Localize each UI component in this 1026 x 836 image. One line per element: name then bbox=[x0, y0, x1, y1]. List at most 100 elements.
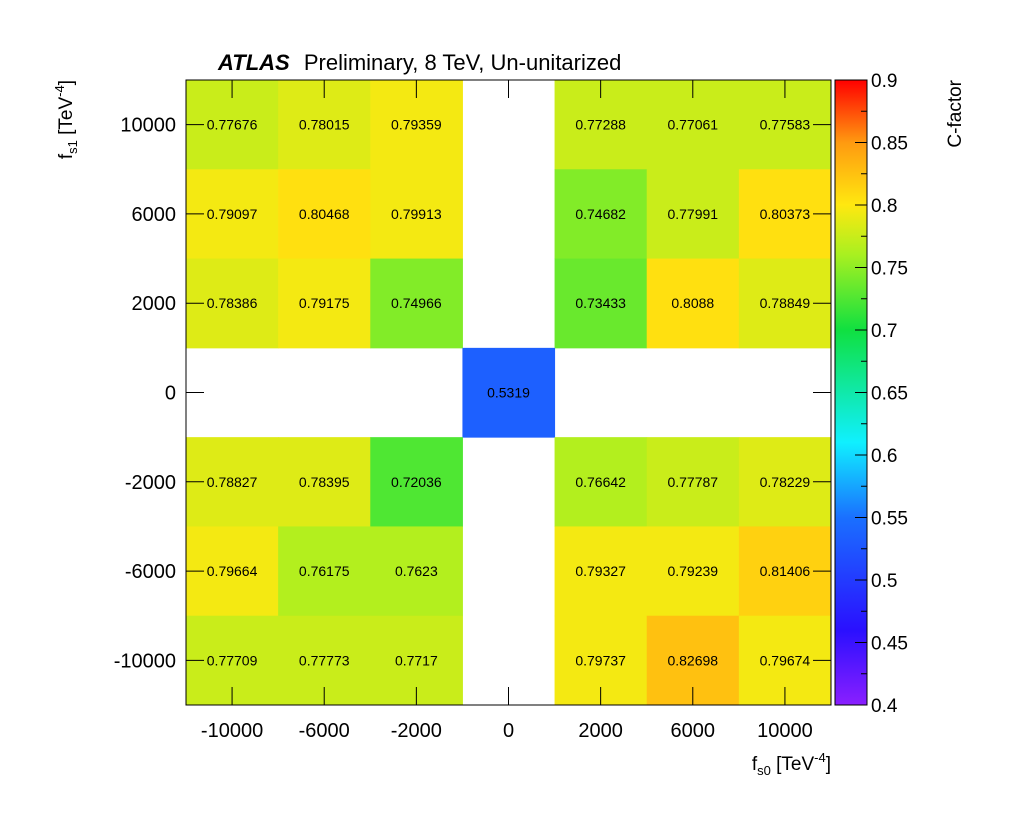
x-tick-label: 2000 bbox=[578, 720, 623, 742]
cell-value-label: 0.77709 bbox=[207, 652, 258, 668]
heatmap-cell bbox=[554, 437, 648, 527]
x-axis-label-sub: s0 bbox=[757, 763, 771, 778]
axis-ticks bbox=[186, 80, 831, 705]
colorbar-tick-label: 0.65 bbox=[871, 384, 908, 405]
heatmap-cell bbox=[646, 437, 740, 527]
colorbar-tick-label: 0.9 bbox=[871, 71, 897, 92]
heatmap-cell bbox=[370, 437, 463, 527]
x-tick-label: -10000 bbox=[201, 720, 263, 742]
cell-value-label: 0.79913 bbox=[391, 206, 442, 222]
heatmap-cell bbox=[554, 169, 648, 260]
colorbar-tick-label: 0.85 bbox=[871, 134, 908, 155]
heatmap-cell bbox=[646, 526, 740, 617]
cell-value-label: 0.77288 bbox=[575, 117, 626, 133]
y-axis-label-unit-open: [TeV bbox=[56, 97, 77, 141]
cell-value-label: 0.78395 bbox=[299, 474, 350, 490]
colorbar-tick-label: 0.5 bbox=[871, 571, 897, 592]
x-tick-labels: -10000 -6000 -2000 0 2000 6000 10000 bbox=[201, 720, 813, 742]
cell-value-label: 0.79175 bbox=[299, 295, 350, 311]
cell-value-label: 0.8088 bbox=[671, 295, 714, 311]
cell-value-label: 0.80468 bbox=[299, 206, 350, 222]
x-tick-label: -6000 bbox=[299, 720, 350, 742]
cell-value-label: 0.77991 bbox=[667, 206, 718, 222]
colorbar-tick-label: 0.8 bbox=[871, 196, 897, 217]
cell-value-label: 0.81406 bbox=[760, 563, 811, 579]
x-axis-label-unit-open: [TeV bbox=[771, 754, 815, 775]
y-axis-label: fs1 [TeV-4] bbox=[52, 80, 80, 159]
cell-value-label: 0.5319 bbox=[487, 385, 530, 401]
x-tick-label: 6000 bbox=[671, 720, 716, 742]
heatmap-cell bbox=[554, 526, 648, 617]
cell-value-label: 0.77773 bbox=[299, 652, 350, 668]
x-axis-label-main: f bbox=[752, 754, 758, 775]
cell-value-label: 0.77583 bbox=[760, 117, 811, 133]
y-tick-label: -2000 bbox=[125, 472, 176, 494]
cell-value-label: 0.79664 bbox=[207, 563, 258, 579]
heatmap-cell bbox=[278, 169, 371, 260]
y-tick-labels: 10000 6000 2000 0 -2000 -6000 -10000 bbox=[114, 115, 176, 673]
colorbar-tick-label: 0.55 bbox=[871, 509, 908, 530]
y-tick-label: 6000 bbox=[132, 204, 177, 226]
cell-value-label: 0.79097 bbox=[207, 206, 258, 222]
cell-value-label: 0.79674 bbox=[760, 652, 811, 668]
heatmap-cell bbox=[370, 169, 463, 260]
cell-value-label: 0.72036 bbox=[391, 474, 442, 490]
cell-value-label: 0.77676 bbox=[207, 117, 258, 133]
cell-value-label: 0.76175 bbox=[299, 563, 350, 579]
colorbar-tick-label: 0.75 bbox=[871, 259, 908, 280]
cell-value-label: 0.78015 bbox=[299, 117, 350, 133]
heatmap-cell bbox=[370, 258, 463, 349]
cell-value-label: 0.79327 bbox=[575, 563, 626, 579]
y-tick-label: 10000 bbox=[120, 115, 176, 137]
colorbar-label: C-factor bbox=[945, 79, 966, 147]
x-tick-label: -2000 bbox=[391, 720, 442, 742]
y-tick-label: -10000 bbox=[114, 650, 176, 672]
colorbar-tick-label: 0.6 bbox=[871, 446, 897, 467]
cell-value-label: 0.78849 bbox=[760, 295, 811, 311]
y-axis-label-main: f bbox=[56, 153, 77, 159]
y-tick-label: -6000 bbox=[125, 561, 176, 583]
heatmap-cell bbox=[278, 437, 371, 527]
cell-value-label: 0.78827 bbox=[207, 474, 258, 490]
cell-value-label: 0.80373 bbox=[760, 206, 811, 222]
cell-value-label: 0.77787 bbox=[667, 474, 718, 490]
colorbar-tick-label: 0.4 bbox=[871, 696, 898, 717]
heatmap-cell bbox=[554, 258, 648, 349]
title-rest: Preliminary, 8 TeV, Un-unitarized bbox=[304, 50, 622, 75]
cell-value-label: 0.82698 bbox=[667, 652, 718, 668]
chart-title: ATLAS Preliminary, 8 TeV, Un-unitarized bbox=[217, 50, 621, 75]
heatmap-cell bbox=[278, 258, 371, 349]
cell-value-label: 0.77061 bbox=[667, 117, 718, 133]
cell-value-label: 0.78386 bbox=[207, 295, 258, 311]
colorbar-tick-label: 0.45 bbox=[871, 634, 908, 655]
x-tick-label: 0 bbox=[503, 720, 514, 742]
y-axis-label-unit-close: ] bbox=[56, 80, 77, 85]
cell-value-label: 0.79359 bbox=[391, 117, 442, 133]
heatmap-cell bbox=[370, 526, 463, 617]
y-tick-label: 2000 bbox=[132, 293, 177, 315]
heatmap-cell bbox=[462, 347, 556, 438]
y-axis-label-unit-sup: -4 bbox=[52, 85, 67, 97]
heatmap-cell bbox=[646, 258, 740, 349]
cell-value-label: 0.78229 bbox=[760, 474, 811, 490]
cell-value-label: 0.74682 bbox=[575, 206, 626, 222]
x-axis-label-unit-close: ] bbox=[826, 754, 831, 775]
cell-value-label: 0.7717 bbox=[395, 652, 438, 668]
heatmap-cell bbox=[278, 526, 371, 617]
title-experiment: ATLAS bbox=[217, 50, 290, 75]
cell-value-label: 0.7623 bbox=[395, 563, 438, 579]
x-axis-label-unit-sup: -4 bbox=[814, 750, 826, 765]
x-axis-label: fs0 [TeV-4] bbox=[752, 750, 831, 778]
cell-value-label: 0.74966 bbox=[391, 295, 442, 311]
y-axis-label-sub: s1 bbox=[65, 140, 80, 154]
cell-value-label: 0.73433 bbox=[575, 295, 626, 311]
heatmap-cell bbox=[646, 169, 740, 260]
y-tick-label: 0 bbox=[165, 383, 176, 405]
cell-value-labels: 0.77676 0.78015 0.79359 0.77288 0.77061 0.775… bbox=[207, 117, 811, 669]
cell-value-label: 0.79239 bbox=[667, 563, 718, 579]
colorbar-tick-label: 0.7 bbox=[871, 321, 897, 342]
x-tick-label: 10000 bbox=[757, 720, 813, 742]
cell-value-label: 0.79737 bbox=[575, 652, 626, 668]
